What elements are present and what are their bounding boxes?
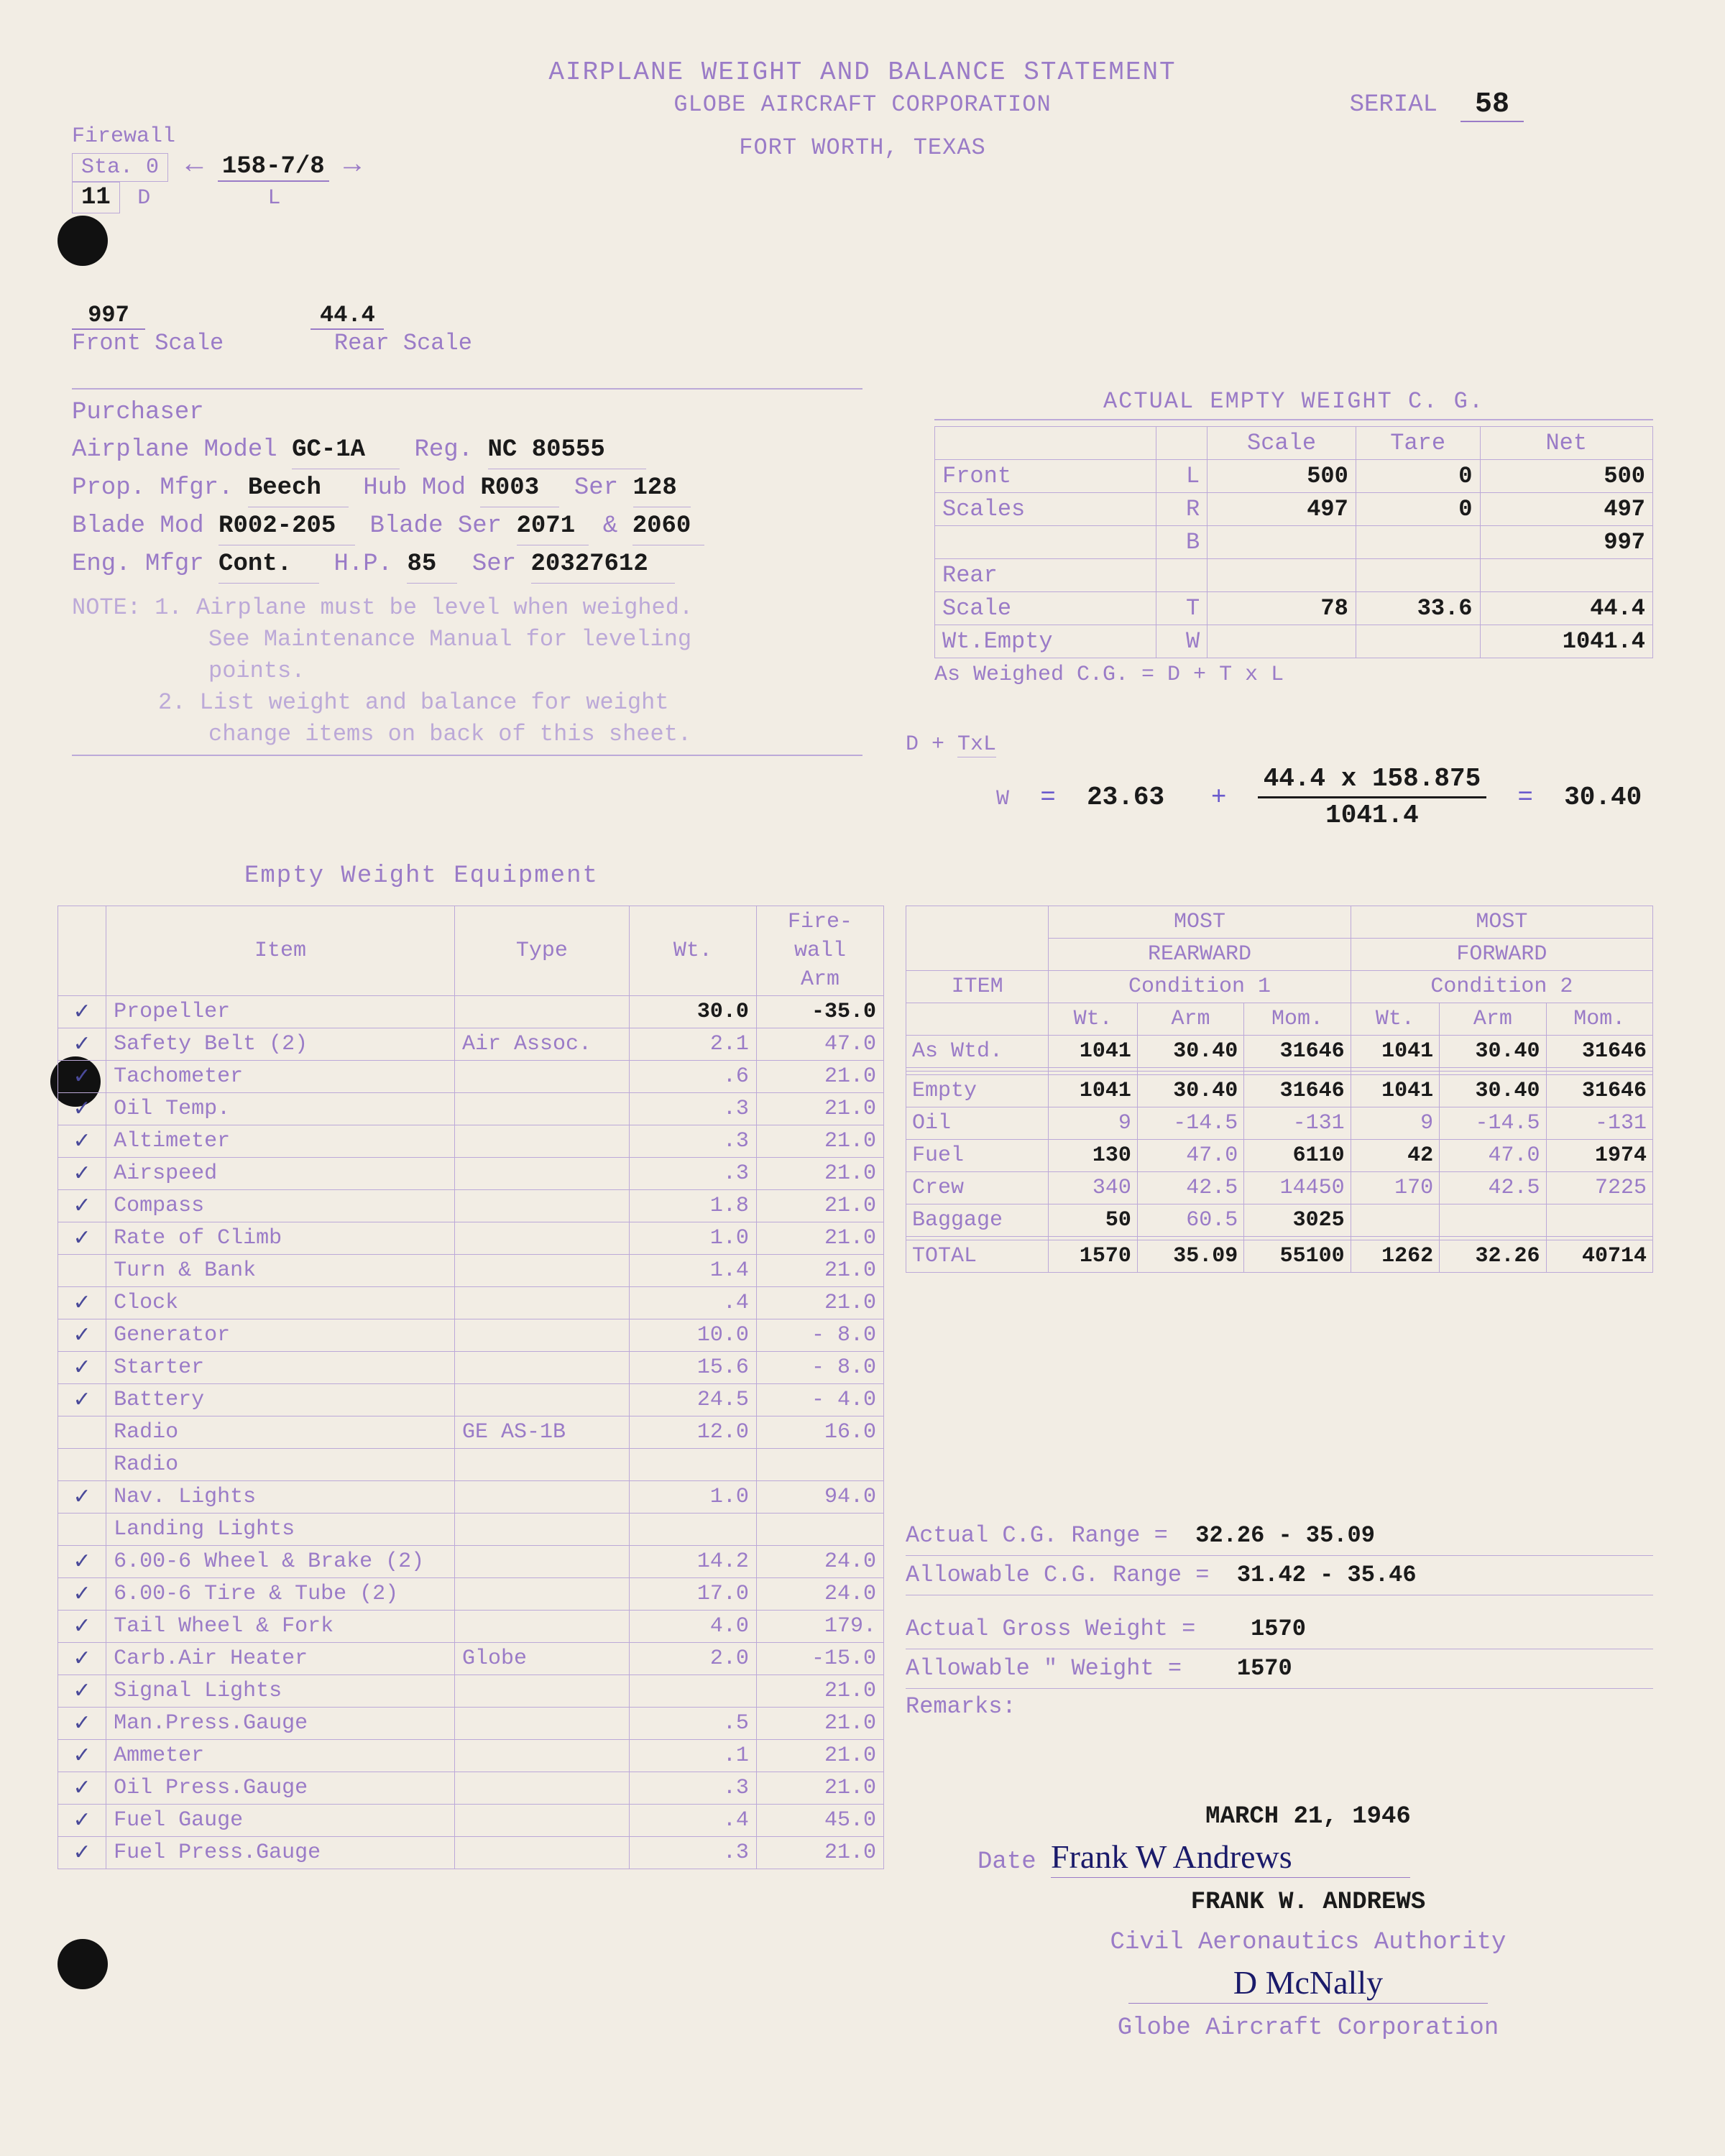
punch-hole xyxy=(58,1939,108,1989)
empty-cg-block: ACTUAL EMPTY WEIGHT C. G. ScaleTareNet F… xyxy=(934,388,1653,687)
load-table: MOSTMOSTREARWARDFORWARDITEMCondition 1Co… xyxy=(906,906,1653,1273)
summary-block: Actual C.G. Range = 32.26 - 35.09 Allowa… xyxy=(906,1516,1653,1725)
equip-title: Empty Weight Equipment xyxy=(244,862,599,890)
serial-label: SERIAL xyxy=(1350,91,1438,119)
signature-block: MARCH 21, 1946 Date Frank W Andrews FRAN… xyxy=(978,1797,1639,2048)
purchaser-block: Purchaser Airplane Model GC-1A Reg. NC 8… xyxy=(72,388,862,756)
serial-value: 58 xyxy=(1460,88,1524,122)
equip-table: ItemTypeWt.Fire- wall Arm ✓Propeller30.0… xyxy=(58,906,884,1869)
scale-labels: 997 44.4 Front Scale Rear Scale xyxy=(72,302,472,356)
punch-hole xyxy=(58,216,108,266)
firewall-block: Firewall Sta. 0 ← 158-7/8 → 11 D L xyxy=(72,122,361,213)
cg-formula: D + TxL W = 23.63 + 44.4 x 158.875 1041.… xyxy=(906,726,1642,833)
doc-title: AIRPLANE WEIGHT AND BALANCE STATEMENT xyxy=(72,57,1653,87)
empty-cg-table: ScaleTareNet FrontL5000500ScalesR4970497… xyxy=(934,426,1653,658)
